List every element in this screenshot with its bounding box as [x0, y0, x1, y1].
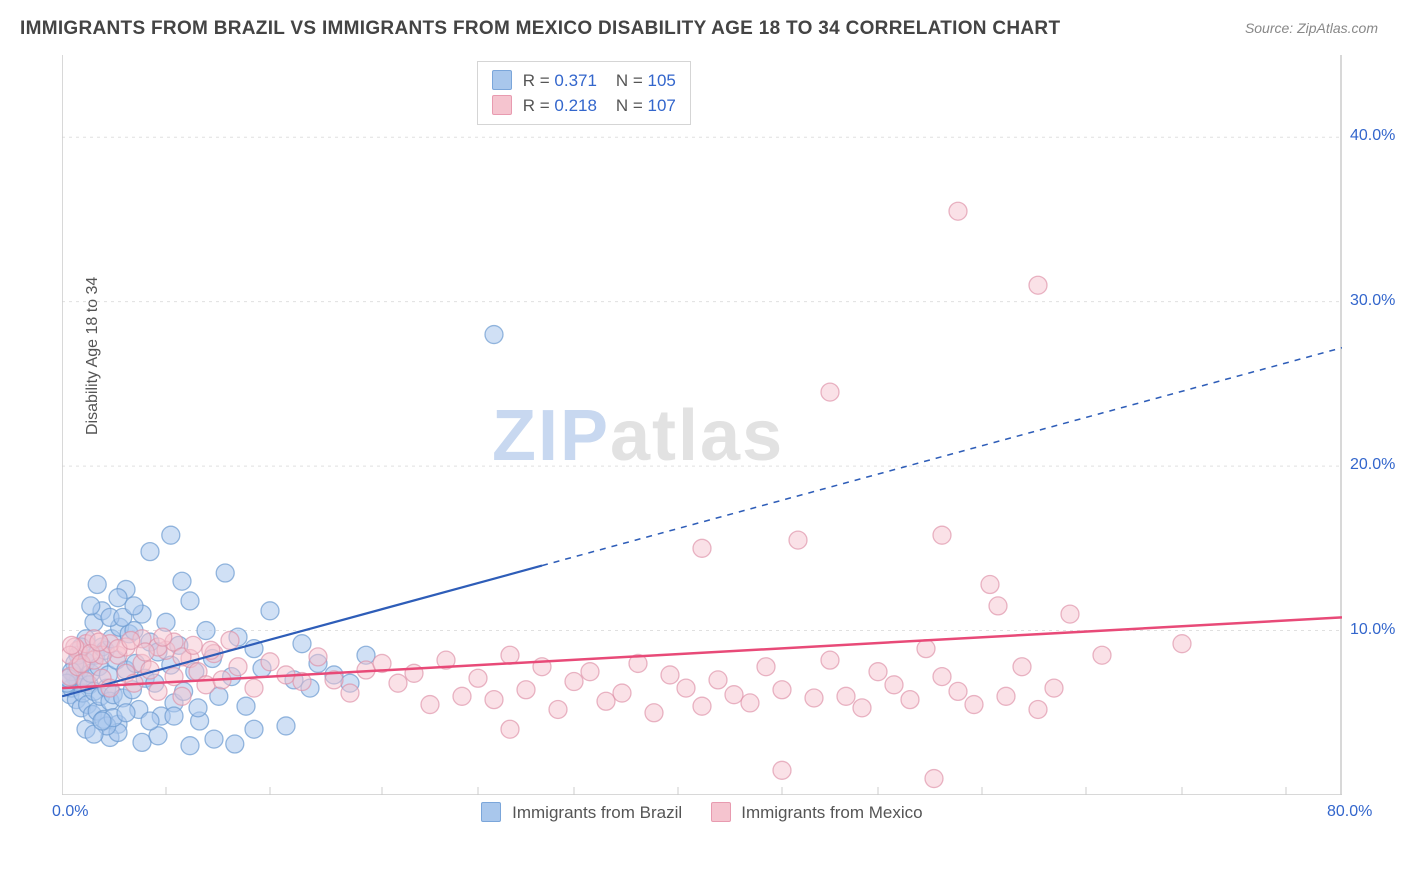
legend-swatch-mexico	[492, 95, 512, 115]
legend-swatch-brazil-x	[481, 802, 501, 822]
x-tick-label: 0.0%	[52, 803, 88, 821]
legend-swatch-brazil	[492, 70, 512, 90]
legend-swatch-mexico-x	[711, 802, 731, 822]
y-tick-label: 20.0%	[1350, 456, 1395, 474]
correlation-row-mexico: R = 0.218 N = 107	[492, 93, 676, 118]
correlation-row-brazil: R = 0.371 N = 105	[492, 68, 676, 93]
plot-area: ZIPatlas R = 0.371 N = 105 R = 0.218 N =…	[62, 55, 1342, 795]
y-tick-label: 40.0%	[1350, 127, 1395, 145]
chart-title: IMMIGRANTS FROM BRAZIL VS IMMIGRANTS FRO…	[20, 18, 1060, 40]
chart-container: Disability Age 18 to 34 ZIPatlas R = 0.3…	[62, 55, 1372, 825]
legend-label-brazil: Immigrants from Brazil	[512, 803, 682, 822]
x-tick-label: 80.0%	[1327, 803, 1372, 821]
legend-label-mexico: Immigrants from Mexico	[741, 803, 922, 822]
y-tick-label: 30.0%	[1350, 292, 1395, 310]
x-axis-legend: Immigrants from Brazil Immigrants from M…	[62, 802, 1342, 823]
correlation-legend: R = 0.371 N = 105 R = 0.218 N = 107	[477, 61, 691, 125]
source-label: Source: ZipAtlas.com	[1245, 20, 1378, 36]
chart-svg	[62, 55, 1342, 795]
y-tick-label: 10.0%	[1350, 621, 1395, 639]
